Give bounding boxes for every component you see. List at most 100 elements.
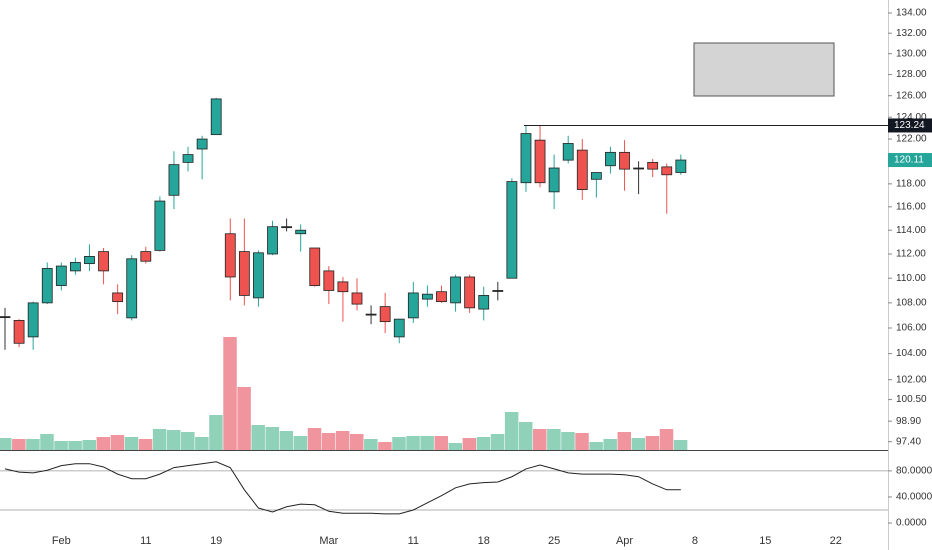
candle-body [0,316,11,319]
volume-bar [420,436,434,450]
candle-body [70,262,81,272]
candle-body [168,164,180,196]
volume-bar [561,432,575,450]
y-tick-label: 104.00 [896,348,927,359]
y-tick-label: 106.00 [896,323,927,334]
volume-bar [603,439,617,450]
candle-body [27,302,39,338]
volume-bar [673,440,688,450]
volume-bar [251,425,265,450]
y-tick-label: 98.90 [896,416,921,427]
x-tick-label: 11 [140,535,151,547]
x-tick-label: Mar [319,535,338,547]
y-tick-label: 134.00 [896,8,927,19]
candle-body [182,154,194,163]
y-tick-label: 126.00 [896,90,927,101]
y-tick-label: 97.40 [896,436,921,447]
indicator-y-tick-label: 40.0000 [896,492,932,503]
volume-bar [575,433,589,450]
volume-bar [124,437,139,450]
y-tick-label: 128.00 [896,69,927,80]
candle-body [675,159,687,173]
volume-bar [293,436,308,450]
volume-bar [237,387,251,450]
x-tick-label: 11 [408,535,419,547]
volume-bar [533,429,547,450]
candle-body [323,270,335,291]
y-tick-label: 110.00 [896,273,926,284]
candle-body [140,251,152,262]
candle-body [196,138,208,150]
volume-bar [645,436,660,450]
y-tick-label: 116.00 [896,201,926,212]
x-tick-label: 22 [830,535,842,547]
volume-bar [181,432,195,450]
volume-bar [40,434,54,450]
volume-bar [54,441,68,450]
volume-bar [406,436,420,450]
volume-bar [152,429,167,450]
volume-bar [12,439,26,450]
volume-bar [68,441,82,450]
candle-body [478,295,490,310]
volume-bar [335,431,350,450]
indicator-y-tick-label: 0.0000 [896,518,927,529]
candle-body [450,276,461,304]
candle-body [633,167,644,170]
candle-body [506,181,518,279]
volume-bar [82,440,96,450]
y-tick-label: 102.00 [896,374,927,385]
candle-body [98,251,109,272]
candle-body [647,161,659,170]
volume-bar [223,337,237,450]
candle-body [267,226,278,255]
candle-body [84,255,95,265]
candle-body [492,290,504,292]
candle-body [520,133,532,184]
hline-badge-label: 123.24 [894,120,925,131]
volume-bar [378,442,392,450]
volume-bar [138,439,153,450]
candle-body [407,292,419,319]
candle-body [365,313,377,316]
candle-body [421,293,433,300]
candle-body [351,292,363,305]
volume-bar [209,415,223,450]
candle-body [295,229,307,235]
candle-body [590,172,602,180]
volume-bar [279,431,294,450]
candle-body [224,233,236,278]
candle-body [534,139,546,184]
volume-bar [504,412,519,450]
x-tick-label: 25 [548,535,560,547]
volume-bar [518,422,533,450]
volume-bar [547,429,561,450]
x-tick-label: Apr [616,535,633,547]
volume-bar [617,432,632,450]
volume-bar [0,438,12,450]
indicator-line [4,461,681,515]
y-tick-label: 100.50 [896,394,927,405]
x-tick-label: 15 [759,535,771,547]
volume-bar [96,437,111,450]
x-tick-label: 8 [692,535,698,547]
volume-bar [350,434,364,450]
volume-bar [321,433,336,450]
candle-body [379,306,391,323]
candle-body [309,247,321,286]
candle-body [238,251,250,296]
candle-body [112,292,124,303]
candle-body [154,200,166,251]
volume-bar [589,442,603,450]
y-tick-label: 124.00 [896,112,927,123]
y-tick-label: 112.00 [896,249,926,260]
candle-body [548,167,560,193]
volume-bar [195,437,209,450]
candle-body [464,276,476,309]
y-tick-label: 118.00 [896,178,926,189]
candle-body [576,149,588,190]
drawn-rectangle[interactable] [693,42,835,97]
volume-bar [26,439,40,450]
volume-bar [364,439,378,450]
candle-body [13,319,25,344]
